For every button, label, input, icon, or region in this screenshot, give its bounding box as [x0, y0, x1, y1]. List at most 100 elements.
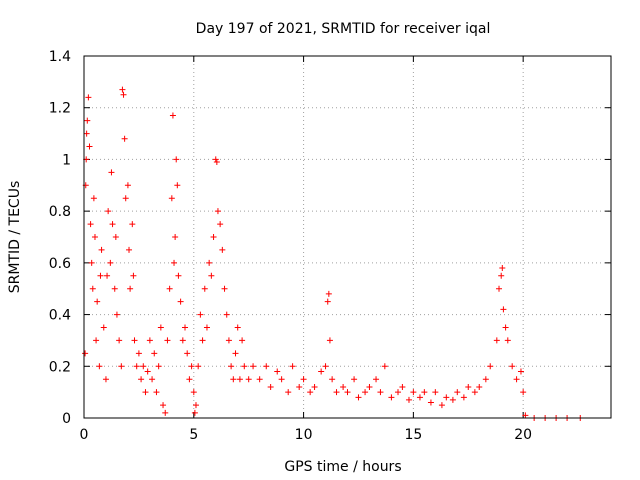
y-tick-label: 1.2	[49, 101, 71, 117]
data-point	[289, 363, 296, 370]
data-point	[122, 195, 129, 202]
data-point	[285, 389, 292, 396]
data-point	[366, 383, 373, 390]
data-point	[513, 376, 520, 383]
data-point	[221, 285, 228, 292]
data-point	[144, 368, 151, 375]
data-point	[427, 399, 434, 406]
data-point	[210, 234, 217, 240]
x-tick-label: 0	[80, 427, 89, 443]
data-point	[449, 396, 456, 403]
data-point	[195, 363, 202, 370]
data-point	[496, 285, 503, 292]
data-point	[326, 337, 333, 344]
data-point	[105, 208, 112, 215]
data-point	[186, 376, 193, 383]
data-point	[97, 272, 104, 279]
data-point	[157, 324, 164, 331]
data-point	[502, 324, 509, 331]
data-point	[93, 337, 100, 344]
data-point	[166, 285, 173, 292]
data-point	[362, 389, 369, 396]
data-point	[438, 402, 445, 409]
data-point	[239, 337, 246, 344]
data-point	[333, 389, 340, 396]
grid-lines	[84, 56, 611, 418]
data-point	[405, 396, 412, 403]
data-point	[173, 156, 180, 163]
data-point	[509, 363, 516, 370]
data-point	[307, 389, 314, 396]
data-point	[102, 376, 109, 383]
data-point	[179, 337, 186, 344]
data-point	[520, 389, 527, 396]
data-point	[119, 86, 126, 93]
data-point	[140, 363, 147, 370]
data-point	[175, 272, 182, 279]
data-point	[263, 363, 270, 370]
y-axis-label: SRMTID / TECUs	[7, 181, 23, 294]
tick-labels: 0 5 10 15 20 0 0.2 0.4 0.6 0.8 1 1.2 1.4	[49, 49, 532, 443]
data-point	[91, 234, 98, 240]
data-point	[94, 298, 101, 305]
data-point	[232, 350, 239, 357]
data-point	[169, 112, 176, 119]
data-point	[182, 324, 189, 331]
data-point	[126, 246, 133, 253]
data-point	[250, 363, 257, 370]
data-point	[274, 368, 281, 375]
data-point	[199, 337, 206, 344]
data-point	[184, 350, 191, 357]
y-tick-label: 0.8	[49, 204, 71, 220]
data-point	[171, 259, 178, 266]
data-point	[84, 117, 91, 124]
data-point	[118, 363, 125, 370]
data-point	[149, 376, 156, 383]
data-point	[241, 363, 248, 370]
data-point	[219, 246, 226, 253]
y-tick-label: 1	[62, 152, 71, 168]
data-point	[504, 337, 511, 344]
data-point	[98, 246, 105, 253]
x-axis-label: GPS time / hours	[284, 459, 401, 475]
data-point	[355, 394, 362, 401]
data-point	[151, 350, 158, 357]
data-point	[322, 363, 329, 370]
data-point	[267, 383, 274, 390]
data-point	[499, 265, 506, 272]
data-point	[493, 337, 500, 344]
data-point	[155, 363, 162, 370]
data-point	[373, 376, 380, 383]
data-point	[236, 376, 243, 383]
data-point	[311, 383, 318, 390]
data-point	[100, 324, 107, 331]
data-point	[203, 324, 210, 331]
data-point	[177, 298, 184, 305]
data-point	[410, 389, 417, 396]
data-point	[416, 394, 423, 401]
data-point	[517, 368, 524, 375]
data-point	[460, 394, 467, 401]
data-point	[164, 337, 171, 344]
data-point	[296, 383, 303, 390]
data-point	[146, 337, 153, 344]
data-point	[135, 350, 142, 357]
chart-title: Day 197 of 2021, SRMTID for receiver iqa…	[196, 21, 491, 37]
x-tick-label: 5	[189, 427, 198, 443]
data-point	[228, 363, 235, 370]
data-point	[190, 389, 197, 396]
data-point	[344, 389, 351, 396]
data-point	[96, 363, 103, 370]
data-point	[85, 94, 92, 101]
data-point	[454, 389, 461, 396]
data-point	[487, 363, 494, 370]
data-point	[278, 376, 285, 383]
data-point	[120, 91, 127, 98]
data-point	[153, 389, 160, 396]
data-point	[89, 285, 96, 292]
data-point	[191, 409, 198, 416]
data-point	[82, 350, 89, 357]
data-point	[395, 389, 402, 396]
data-point	[87, 221, 94, 228]
